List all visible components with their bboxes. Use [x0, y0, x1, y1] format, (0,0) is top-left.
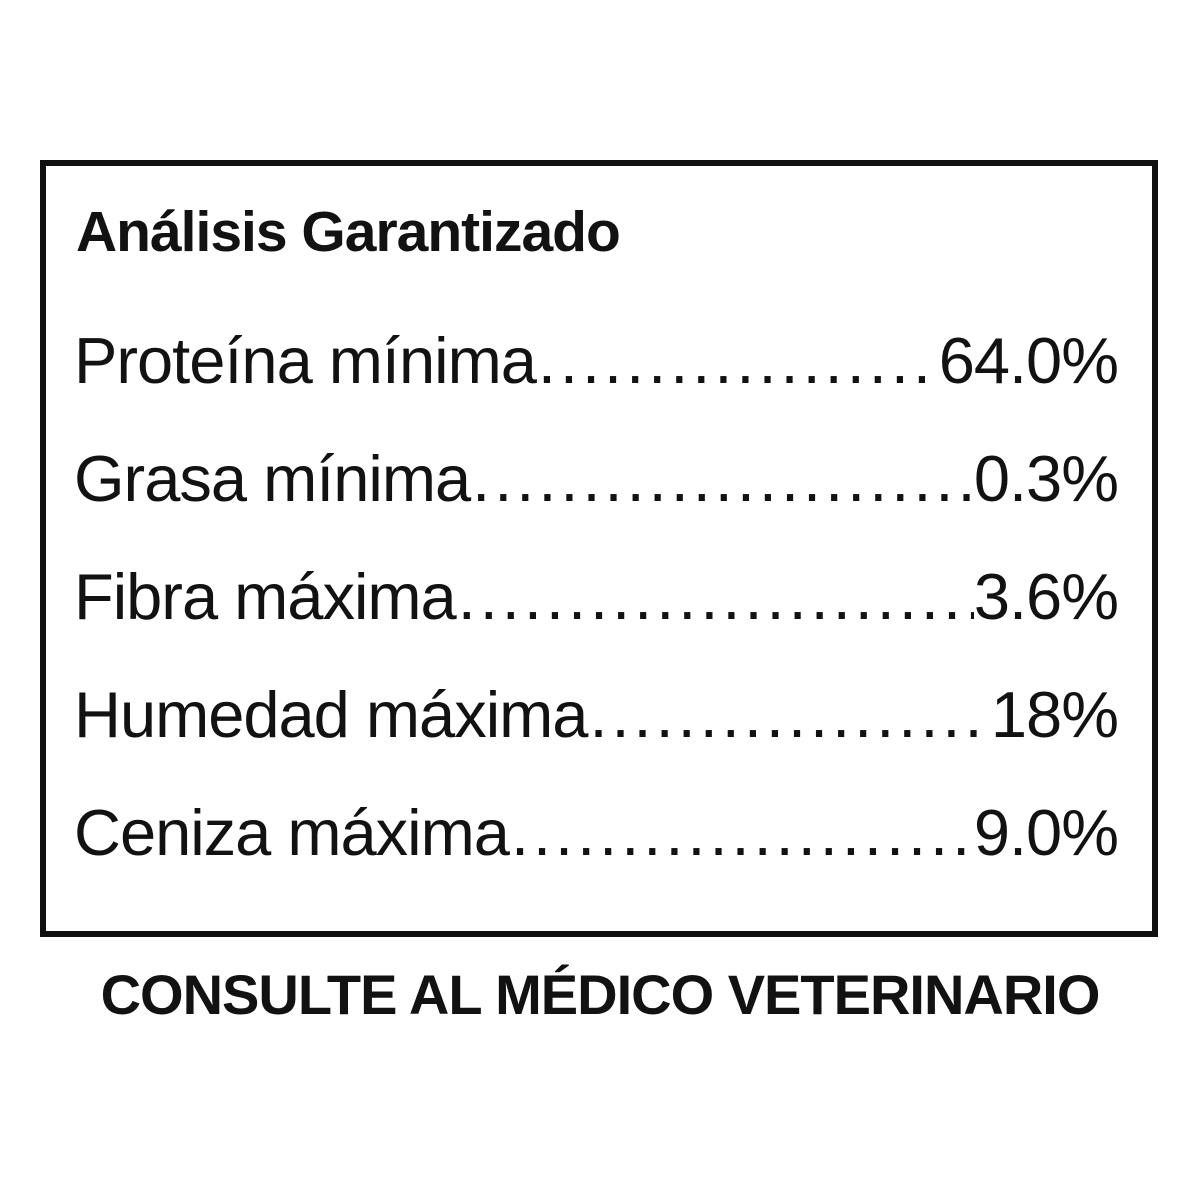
- nutrient-label: Humedad máxima: [74, 677, 588, 751]
- analysis-row-moisture: Humedad máxima .........................…: [74, 655, 1119, 773]
- dot-leader: ........................................…: [457, 559, 974, 633]
- analysis-rows: Proteína mínima ........................…: [74, 301, 1119, 891]
- nutrient-value: 64.0%: [938, 323, 1119, 397]
- nutrient-label: Fibra máxima: [74, 559, 457, 633]
- dot-leader: ........................................…: [537, 323, 939, 397]
- dot-leader: ........................................…: [589, 677, 990, 751]
- nutrient-value: 3.6%: [973, 559, 1119, 633]
- dot-leader: ........................................…: [510, 795, 974, 869]
- dot-leader: ........................................…: [472, 441, 974, 515]
- analysis-row-fiber: Fibra máxima ...........................…: [74, 537, 1119, 655]
- nutrient-value: 9.0%: [973, 795, 1119, 869]
- panel-title: Análisis Garantizado: [76, 200, 621, 264]
- guaranteed-analysis-box: Análisis Garantizado Proteína mínima ...…: [40, 160, 1158, 937]
- nutrient-label: Grasa mínima: [74, 441, 471, 515]
- nutrient-value: 18%: [990, 677, 1119, 751]
- nutrient-label: Proteína mínima: [74, 323, 537, 397]
- analysis-row-fat: Grasa mínima ...........................…: [74, 419, 1119, 537]
- nutrient-value: 0.3%: [973, 441, 1119, 515]
- veterinary-advice-text: CONSULTE AL MÉDICO VETERINARIO: [100, 963, 1101, 1026]
- analysis-row-protein: Proteína mínima ........................…: [74, 301, 1119, 419]
- analysis-row-ash: Ceniza máxima ..........................…: [74, 773, 1119, 891]
- nutrient-label: Ceniza máxima: [74, 795, 510, 869]
